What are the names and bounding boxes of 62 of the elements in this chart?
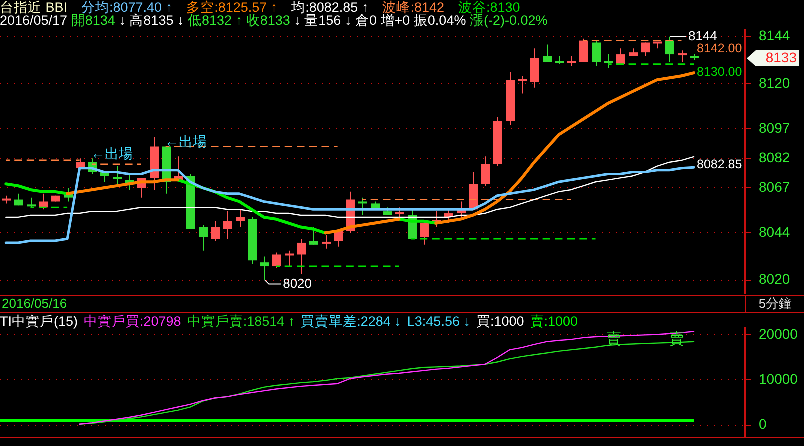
candlestick bbox=[260, 256, 269, 281]
candlestick bbox=[358, 197, 367, 216]
annotation: L3:45.56 ↓ bbox=[407, 314, 470, 329]
candlestick bbox=[297, 238, 306, 275]
annotation: 8144 bbox=[688, 28, 718, 44]
y-tick-label: 8144 bbox=[759, 28, 790, 44]
text: 2016/05/16 bbox=[2, 296, 68, 312]
candlestick bbox=[285, 250, 294, 268]
y-tick-label: 8020 bbox=[759, 271, 790, 288]
text: 5分鐘 bbox=[758, 296, 792, 311]
candlestick bbox=[604, 54, 613, 69]
candlestick bbox=[678, 50, 687, 63]
data-label: 8082.85 bbox=[697, 158, 742, 172]
chart-title: TI中實戶(15) bbox=[0, 314, 78, 329]
y-tick-label: 8120 bbox=[759, 74, 790, 91]
annotation: ←出場 bbox=[91, 145, 134, 162]
text: 中實戶買:20798 bbox=[84, 314, 182, 329]
candlestick bbox=[309, 226, 318, 246]
candlestick bbox=[579, 38, 588, 63]
candlestick bbox=[39, 193, 48, 210]
y-tick-label: 8097 bbox=[759, 120, 790, 136]
text: 波谷:8130 bbox=[458, 0, 520, 15]
annotation: 8020 bbox=[283, 276, 312, 291]
text: 多空:8125.57 ↑ bbox=[186, 0, 278, 15]
candlestick bbox=[395, 207, 404, 222]
y-tick-label: 8067 bbox=[759, 178, 790, 195]
candlestick bbox=[530, 48, 539, 88]
candlestick bbox=[211, 220, 220, 242]
candlestick bbox=[567, 56, 576, 67]
chart-title: 台指近 BBI bbox=[0, 0, 68, 15]
candlestick bbox=[199, 224, 208, 252]
candlestick bbox=[113, 166, 122, 187]
y-tick-label: 10000 bbox=[759, 371, 798, 388]
candlestick bbox=[27, 197, 36, 208]
candlestick bbox=[665, 36, 674, 63]
y-tick-label: 0 bbox=[759, 416, 767, 432]
data-label: 8142.00 bbox=[697, 42, 742, 56]
candlestick bbox=[641, 42, 650, 57]
annotation: 買:1000 bbox=[476, 314, 524, 329]
text: 分均:8077.40 ↑ bbox=[82, 0, 173, 15]
annotation: 買賣單差:2284 ↓ bbox=[301, 314, 402, 329]
candlestick bbox=[592, 40, 601, 67]
candlestick bbox=[223, 211, 232, 240]
text: 2016/05/17 開8134 ↓ 高8135 ↓ 低8132 ↑ 收8133 ↓ 量156 ↓ 倉0 增+0 振0.04% 漲(-2)-0.02% bbox=[0, 13, 548, 28]
candlestick bbox=[543, 44, 552, 63]
candlestick bbox=[481, 156, 490, 187]
text: 中實戶賣:18514 ↑ bbox=[187, 314, 296, 329]
text: 8133 bbox=[766, 49, 798, 66]
y-tick-label: 20000 bbox=[759, 326, 798, 342]
candlestick bbox=[322, 234, 331, 250]
data-label: 8130.00 bbox=[697, 65, 742, 80]
ref-line-label: 賣:1000 bbox=[530, 314, 578, 329]
candlestick bbox=[518, 76, 527, 94]
annotation: ←出場 bbox=[164, 134, 207, 150]
text: 均:8082.85 ↑ bbox=[292, 0, 369, 15]
candlestick bbox=[272, 252, 281, 269]
candlestick bbox=[236, 209, 245, 228]
candlestick bbox=[420, 222, 429, 246]
y-tick-label: 8044 bbox=[759, 224, 790, 240]
candlestick bbox=[616, 48, 625, 65]
y-tick-label: 8082 bbox=[759, 149, 790, 166]
text: 波峰:8142 bbox=[382, 0, 444, 15]
